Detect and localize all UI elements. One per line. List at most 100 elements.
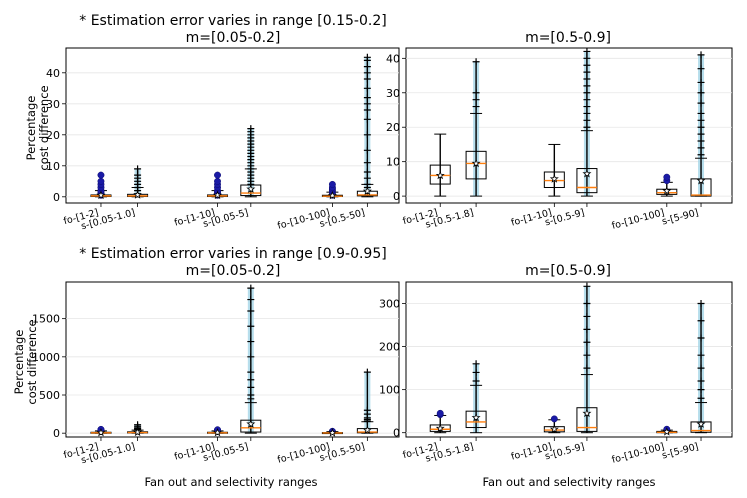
panel-4-outlier-1 <box>436 409 444 417</box>
panel-2-outlier-4 <box>583 68 591 76</box>
panel-2-box-1: fo-[1-2] <box>402 133 451 227</box>
panel-1-mean-2 <box>133 190 143 199</box>
panel-2-outlier-4 <box>583 96 591 104</box>
panel-2-iqr-box-2 <box>465 150 487 180</box>
panel-3-outlier-6 <box>363 406 371 414</box>
panel-1-outlier-2 <box>134 171 142 179</box>
panel-2-title: m=[0.5-0.9] <box>525 30 611 46</box>
panel-2-outlier-2 <box>472 89 480 97</box>
panel-2-outlier-6 <box>697 116 705 124</box>
panel-3-outlier-4 <box>247 322 255 330</box>
panel-3-mean-2 <box>133 427 143 437</box>
panel-4-xtick-label-5: fo-[10-100] <box>611 441 666 466</box>
panel-4-plot-frame <box>405 281 733 438</box>
panel-1-outlier-3 <box>214 171 221 179</box>
panel-2-outlier-4 <box>583 123 591 131</box>
panel-3-ytick-label: 1000 <box>32 351 60 364</box>
panel-4-outlier-3 <box>550 415 558 423</box>
panel-1: * Estimation error varies in range [0.15… <box>46 13 400 232</box>
panel-1-box-4: s-[0.05-5] <box>202 125 262 230</box>
panel-2-iqr-box-4 <box>576 168 598 194</box>
panel-2-mean-4 <box>582 168 592 178</box>
panel-4-box-4: s-[0.5-9] <box>544 282 598 462</box>
panel-2-outlier-2 <box>472 103 480 111</box>
panel-4-mean-5 <box>662 427 672 436</box>
panel-1-ytick-label: 40 <box>46 67 60 80</box>
panel-4-iqr-box-4 <box>576 407 598 432</box>
y-axis-label-bottom-line1: Percentage <box>12 330 26 395</box>
panel-2-iqr-box-3 <box>543 171 565 188</box>
panel-2-iqr-box-1 <box>429 164 451 185</box>
panel-2-outlier-2 <box>472 96 480 104</box>
panel-2-outlier-5 <box>663 173 671 181</box>
panel-1-ytick-label: 10 <box>46 160 60 173</box>
panel-2-ytick-label: 30 <box>386 87 400 100</box>
panel-4-outlier-6 <box>697 317 705 325</box>
panel-2-outlier-6 <box>697 151 705 159</box>
panel-1-mean-6 <box>362 186 372 196</box>
panel-2-box-4: s-[0.5-9] <box>544 47 598 228</box>
panel-4-mean-4 <box>582 408 592 418</box>
panel-4-xtick-label-6: s-[5-90] <box>661 441 700 461</box>
panel-1-title: m=[0.05-0.2] <box>186 30 281 46</box>
panel-3-outlier-4 <box>247 353 255 361</box>
panel-1-outlier-5 <box>328 180 336 188</box>
panel-4-outlier-4 <box>583 364 591 372</box>
panel-2-outlier-4 <box>583 89 591 97</box>
panel-3-outlier-4 <box>247 307 255 315</box>
panel-4-outlier-4 <box>583 325 591 333</box>
panel-1-outlier-3 <box>214 177 221 185</box>
panel-2-outlier-6 <box>697 99 705 107</box>
panel-1-outlier-6 <box>363 84 371 92</box>
y-axis-label-top-line1: Percentage <box>24 96 38 161</box>
panel-2-outlier-6 <box>697 65 705 73</box>
panel-1-mean-4 <box>246 184 256 193</box>
panel-1-outlier-1 <box>97 177 105 185</box>
panel-2-box-6: s-[5-90] <box>661 51 712 228</box>
panel-1-mean-1 <box>96 190 106 200</box>
panel-1-box-2: s-[0.05-1.0] <box>80 165 149 232</box>
panel-2-xtick-label-6: s-[5-90] <box>661 207 700 227</box>
panel-3-mean-1 <box>96 427 106 437</box>
y-axis-label-top-line2: cost difference <box>37 85 51 170</box>
panel-3-ytick-label: 0 <box>53 427 60 440</box>
panel-1-suptitle: * Estimation error varies in range [0.15… <box>79 13 386 29</box>
panel-4-mean-1 <box>435 423 445 433</box>
panel-3-outlier-4 <box>247 296 255 304</box>
panel-1-mean-5 <box>327 190 337 200</box>
panel-1-outlier-6 <box>363 106 371 114</box>
x-axis-label-right: Fan out and selectivity ranges <box>482 475 655 489</box>
panel-4-outlier-2 <box>472 377 480 385</box>
panel-1-outlier-6 <box>363 115 371 123</box>
panel-2-mean-1 <box>435 170 445 180</box>
panel-4-outlier-4 <box>583 300 591 308</box>
panel-4-ytick-label: 200 <box>379 341 400 354</box>
panel-3-outlier-4 <box>247 284 255 292</box>
panel-3-mean-3 <box>212 427 223 437</box>
panel-3-mean-6 <box>362 425 372 434</box>
panel-1-outlier-6 <box>363 75 371 83</box>
panel-2-outlier-4 <box>583 75 591 83</box>
panel-1-outlier-6 <box>363 94 371 102</box>
panel-3-mean-4 <box>246 419 256 428</box>
panel-2: m=[0.5-0.9] 0 10 20 30 40 fo-[1-2]s-[0.5-1.8]… <box>386 30 733 232</box>
panel-2-outlier-6 <box>697 137 705 145</box>
panel-1-outlier-6 <box>363 100 371 108</box>
panel-4-ytick-label: 100 <box>379 384 400 397</box>
panel-3-outlier-4 <box>247 338 255 346</box>
panel-4-ytick-label: 300 <box>379 298 400 311</box>
x-axis-label-left: Fan out and selectivity ranges <box>144 475 317 489</box>
panel-2-outlier-6 <box>697 144 705 152</box>
panel-1-outlier-4 <box>247 125 255 133</box>
panel-1-ytick-label: 0 <box>53 191 60 204</box>
panel-1-outlier-6 <box>363 146 371 154</box>
panel-2-xtick-label-5: fo-[10-100] <box>611 207 666 232</box>
panel-4-ytick-label: 0 <box>393 427 400 440</box>
panel-3-plot-frame <box>65 281 400 438</box>
panel-4-outlier-2 <box>472 360 480 368</box>
panel-1-outlier-6 <box>363 69 371 77</box>
panel-1-plot-frame <box>65 47 400 204</box>
panel-4-outlier-4 <box>583 282 591 290</box>
